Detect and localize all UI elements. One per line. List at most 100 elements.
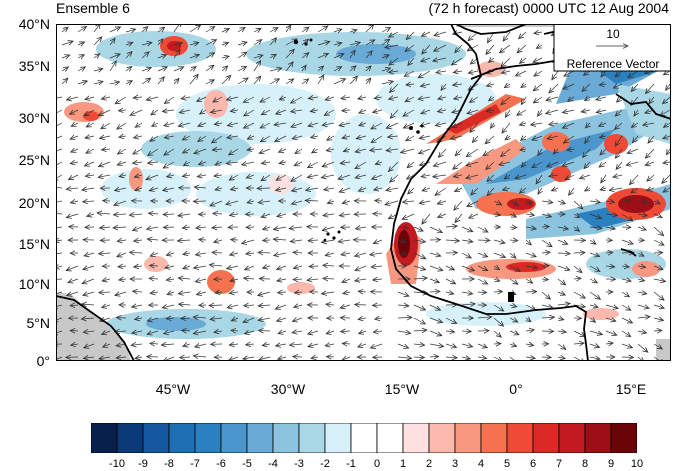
wind-vector-arrow xyxy=(56,266,63,268)
wind-vector-arrow xyxy=(245,266,255,270)
wind-vector-arrow xyxy=(195,344,207,347)
island xyxy=(293,39,299,45)
wind-vector-arrow xyxy=(517,44,527,53)
wind-vector-arrow xyxy=(375,318,383,319)
wind-vector-arrow xyxy=(101,97,111,99)
wind-vector-arrow xyxy=(162,305,175,308)
colorbar-tick-label: -10 xyxy=(109,458,125,470)
wind-vector-arrow xyxy=(372,174,383,179)
wind-vector-arrow xyxy=(93,69,103,71)
wind-vector-arrow xyxy=(321,175,335,178)
wind-vector-arrow xyxy=(246,253,255,254)
wind-vector-arrow xyxy=(56,213,63,214)
wind-vector-arrow xyxy=(584,161,591,169)
wind-vector-arrow xyxy=(290,344,303,345)
wind-vector-arrow xyxy=(301,27,309,33)
wind-vector-arrow xyxy=(85,175,95,176)
wind-vector-arrow xyxy=(573,330,585,337)
wind-vector-arrow xyxy=(421,175,431,177)
wind-vector-arrow xyxy=(580,175,591,179)
wind-vector-arrow xyxy=(157,67,167,72)
wind-vector-arrow xyxy=(244,278,255,279)
wind-vector-arrow xyxy=(157,27,165,32)
wind-vector-arrow xyxy=(193,201,207,202)
wind-vector-arrow xyxy=(653,201,660,204)
coastline-lake xyxy=(620,248,637,257)
wind-vector-arrow xyxy=(621,291,629,297)
colorbar-box xyxy=(610,423,637,453)
wind-vector-arrow xyxy=(285,25,291,33)
wind-vector-arrow xyxy=(359,188,367,191)
wind-vector-arrow xyxy=(161,344,175,345)
wind-vector-arrow xyxy=(258,201,271,203)
wind-vector-arrow xyxy=(164,148,175,155)
wind-vector-arrow xyxy=(246,344,255,345)
wind-vector-arrow xyxy=(504,84,511,88)
wind-vector-arrow xyxy=(358,318,367,319)
wind-vector-arrow xyxy=(83,292,95,295)
wind-vector-arrow xyxy=(557,265,570,270)
wind-vector-arrow xyxy=(454,97,463,99)
wind-vector-arrow xyxy=(413,330,427,331)
wind-vector-arrow xyxy=(212,227,223,228)
wind-vector-arrow xyxy=(634,109,638,116)
wind-vector-arrow xyxy=(356,136,367,139)
wind-vector-arrow xyxy=(290,240,303,242)
wind-vector-arrow xyxy=(600,148,607,155)
wind-vector-arrow xyxy=(573,214,580,218)
wind-vector-arrow xyxy=(221,75,231,85)
wind-vector-arrow xyxy=(390,83,399,93)
wind-vector-arrow xyxy=(163,161,175,168)
wind-vector-arrow xyxy=(461,331,471,332)
wind-vector-arrow xyxy=(605,266,615,267)
wind-vector-arrow xyxy=(230,214,239,215)
wind-vector-arrow xyxy=(285,49,294,59)
wind-vector-arrow xyxy=(151,109,159,115)
wind-vector-arrow xyxy=(178,292,191,294)
wind-vector-arrow xyxy=(525,279,533,283)
wind-vector-arrow xyxy=(397,291,409,296)
wind-vector-arrow xyxy=(521,162,526,167)
colorbar-box xyxy=(246,423,274,453)
wind-vector-arrow xyxy=(349,50,355,59)
colorbar-box xyxy=(376,423,404,453)
wind-vector-arrow xyxy=(277,279,287,281)
wind-vector-arrow xyxy=(134,240,143,241)
wind-vector-arrow xyxy=(247,136,255,139)
wind-vector-arrow xyxy=(573,291,585,298)
lat-tick-label: 25°N xyxy=(18,152,50,168)
wind-vector-arrow xyxy=(306,188,319,190)
colorbar-box xyxy=(506,423,534,453)
wind-vector-arrow xyxy=(244,109,255,116)
wind-vector-arrow xyxy=(599,123,607,126)
wind-vector-arrow xyxy=(389,71,399,72)
wind-vector-arrow xyxy=(355,149,367,152)
wind-vector-arrow xyxy=(517,109,527,115)
wind-vector-arrow xyxy=(242,240,255,244)
wind-vector-arrow xyxy=(117,162,127,165)
wind-vector-arrow xyxy=(434,44,447,51)
wind-vector-arrow xyxy=(293,318,303,321)
wind-vector-arrow xyxy=(292,136,303,139)
wind-vector-arrow xyxy=(601,174,607,183)
wind-vector-arrow xyxy=(541,317,554,318)
wind-vector-arrow xyxy=(327,201,335,203)
wind-vector-arrow xyxy=(520,187,527,193)
wind-vector-arrow xyxy=(230,279,239,281)
positive-anomaly-patch xyxy=(618,195,654,213)
wind-vector-arrow xyxy=(189,67,196,71)
wind-vector-arrow xyxy=(277,318,287,321)
island xyxy=(323,238,327,242)
wind-vector-arrow xyxy=(340,162,351,164)
wind-vector-arrow xyxy=(196,227,207,228)
wind-vector-arrow xyxy=(589,253,600,256)
wind-vector-arrow xyxy=(102,331,111,334)
wind-vector-arrow xyxy=(71,149,79,152)
wind-vector-arrow xyxy=(70,136,79,139)
wind-vector-arrow xyxy=(541,226,549,227)
wind-vector-arrow xyxy=(150,265,159,266)
wind-vector-arrow xyxy=(109,38,115,46)
wind-vector-arrow xyxy=(521,136,527,141)
wind-vector-arrow xyxy=(477,265,488,271)
wind-vector-arrow xyxy=(229,344,239,345)
